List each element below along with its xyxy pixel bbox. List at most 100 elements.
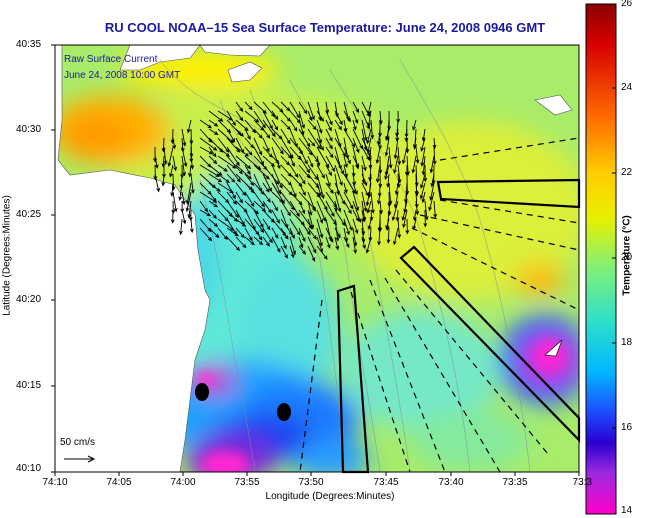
current-vector — [384, 164, 390, 181]
current-vector — [262, 218, 271, 231]
current-vector — [217, 164, 228, 172]
current-vector — [419, 173, 426, 189]
current-vector — [271, 146, 281, 170]
current-vector — [253, 218, 265, 233]
current-vector — [316, 227, 323, 247]
current-vector — [244, 236, 255, 246]
current-vector — [280, 245, 288, 259]
current-vector — [367, 110, 372, 127]
buoy-markers — [195, 383, 291, 421]
current-vector — [226, 173, 236, 183]
current-vector — [271, 200, 278, 212]
current-vector — [369, 209, 374, 222]
current-vector — [325, 191, 338, 209]
current-vector — [316, 200, 327, 222]
current-vector — [217, 155, 237, 169]
current-vector — [316, 128, 323, 144]
current-vector — [271, 209, 280, 224]
current-vector — [419, 182, 426, 200]
current-vector — [352, 155, 359, 168]
current-vector — [334, 164, 343, 187]
current-vector — [325, 236, 331, 249]
current-vector — [178, 218, 183, 236]
current-vector — [325, 119, 332, 132]
current-vector — [262, 200, 272, 214]
current-vector — [366, 128, 372, 145]
current-vector — [226, 110, 236, 127]
current-vector — [253, 209, 264, 229]
current-vector — [217, 137, 230, 153]
current-vector — [361, 209, 366, 223]
current-vector — [307, 155, 314, 168]
current-vector — [271, 191, 284, 203]
current-vector — [391, 200, 399, 222]
current-vector — [253, 110, 266, 129]
colorbar-tick-label: 26 — [621, 0, 633, 9]
y-tick-label: 40:20 — [16, 294, 42, 305]
current-vector — [244, 164, 251, 176]
current-vector — [367, 101, 372, 116]
current-vector — [289, 182, 297, 198]
current-vector — [334, 236, 340, 251]
current-vector — [187, 200, 192, 219]
current-vector — [375, 164, 381, 184]
current-vector — [262, 164, 280, 185]
figure-title: RU COOL NOAA–15 Sea Surface Temperature:… — [104, 20, 546, 35]
current-vector — [253, 191, 265, 208]
current-vector — [316, 191, 328, 211]
current-vector — [235, 236, 247, 249]
current-vector — [226, 164, 241, 183]
current-vector — [298, 236, 304, 249]
current-vector — [226, 128, 236, 143]
current-vector — [172, 191, 178, 213]
current-vector — [271, 236, 281, 253]
current-vector — [262, 191, 271, 203]
current-vector — [172, 137, 177, 150]
scale-arrow — [64, 455, 96, 463]
current-vector — [181, 191, 186, 206]
current-vector — [423, 209, 428, 228]
current-vector — [343, 173, 356, 195]
current-vector — [334, 191, 342, 213]
current-vector — [289, 164, 299, 178]
current-vector — [208, 200, 219, 208]
current-vector — [271, 101, 284, 113]
current-vector — [271, 227, 279, 239]
current-vector — [352, 191, 360, 212]
current-vector — [325, 110, 333, 126]
current-vector — [307, 119, 317, 131]
current-vector — [235, 173, 254, 191]
current-vector — [421, 191, 426, 204]
current-vector — [325, 155, 335, 172]
current-vector — [325, 173, 331, 188]
current-vector — [334, 200, 338, 213]
current-vector — [262, 119, 276, 138]
current-vector — [208, 128, 219, 136]
colorbar-tick-label: 16 — [621, 422, 633, 433]
current-vector — [199, 227, 213, 242]
current-vector — [289, 227, 295, 240]
current-vector — [412, 137, 417, 150]
current-vector — [386, 227, 391, 244]
current-vector — [262, 146, 273, 158]
current-vector — [186, 119, 192, 134]
y-tick-label: 40:10 — [16, 463, 42, 474]
current-vector — [352, 236, 358, 254]
current-vector — [253, 164, 270, 180]
current-vector — [244, 110, 260, 123]
current-vector — [161, 155, 166, 168]
current-vector — [377, 227, 381, 246]
current-vector — [316, 164, 325, 179]
current-vector — [325, 209, 337, 226]
current-vector — [154, 155, 159, 169]
current-vector — [420, 146, 426, 167]
colorbar-label: Temperature (°C) — [621, 215, 633, 296]
current-vector — [307, 128, 321, 150]
current-vector — [307, 110, 313, 122]
current-vector — [244, 101, 253, 111]
current-vector — [375, 146, 381, 165]
current-vector — [298, 146, 308, 165]
current-vector — [208, 218, 219, 228]
current-vector — [352, 101, 360, 114]
current-vector — [244, 173, 255, 186]
